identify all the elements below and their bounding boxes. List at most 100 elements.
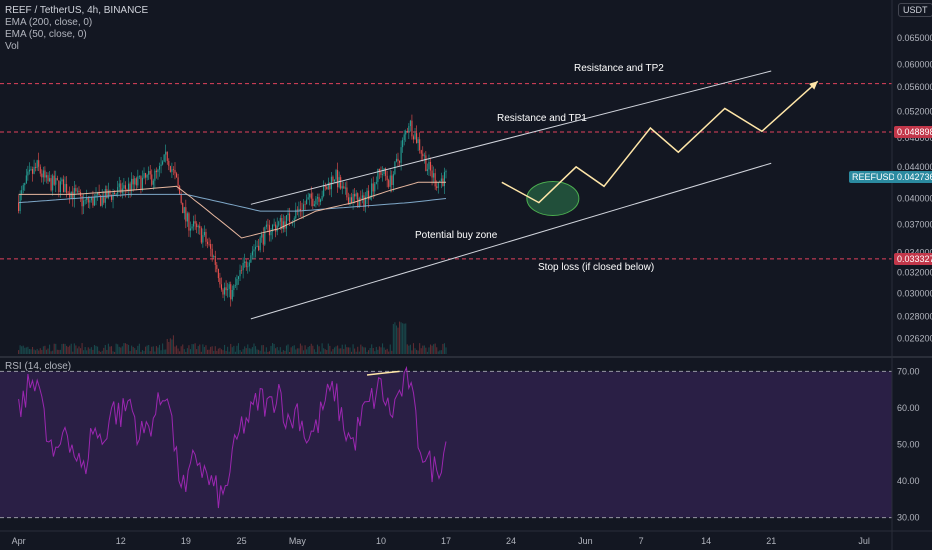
projection-arrowhead <box>809 81 818 90</box>
rsi-axis[interactable]: 70.00 60.00 50.00 40.00 30.00 <box>897 366 920 522</box>
candle-body <box>50 178 52 191</box>
candle-body <box>360 198 362 199</box>
volume-bar <box>67 346 69 354</box>
price-tag-resistance[interactable]: 0.048898 <box>894 126 932 139</box>
candle-body <box>210 244 212 249</box>
volume-bar <box>261 345 263 354</box>
candle-body <box>28 169 30 172</box>
volume-bar <box>185 351 187 354</box>
volume-bar <box>433 344 435 354</box>
volume-bar <box>360 344 362 354</box>
candle-body <box>349 197 351 205</box>
volume-bar <box>59 349 61 354</box>
volume-bar <box>216 350 218 354</box>
volume-bar <box>64 343 66 354</box>
time-tick-label: 25 <box>237 536 247 546</box>
projection-path[interactable] <box>501 80 819 204</box>
candle-body <box>327 182 329 190</box>
volume-bar <box>402 323 404 354</box>
rsi-legend[interactable]: RSI (14, close) <box>5 361 72 372</box>
volume-bar <box>321 343 323 354</box>
candle-body <box>193 221 195 227</box>
volume-bar <box>346 347 348 354</box>
candle-body <box>42 170 44 178</box>
candle-body <box>55 178 57 185</box>
volume-bar <box>110 346 113 354</box>
candle-body <box>434 173 436 187</box>
volume-bar <box>237 343 240 354</box>
candle-body <box>381 174 384 175</box>
price-tag-stop-loss[interactable]: 0.033327 <box>894 252 932 265</box>
volume-bar <box>292 346 294 354</box>
candle-body <box>439 181 441 183</box>
candle-body <box>231 289 233 300</box>
candle-body <box>179 185 181 195</box>
candle-body <box>344 187 346 189</box>
candle-body <box>118 183 120 188</box>
time-tick-label: Jun <box>578 536 593 546</box>
volume-bar <box>138 343 140 354</box>
volume-bar <box>61 343 63 354</box>
candle-body <box>368 190 370 200</box>
channel-upper-line[interactable] <box>250 70 772 205</box>
volume-bar <box>217 348 219 354</box>
candle-body <box>87 197 89 203</box>
currency-button[interactable]: USDT <box>898 3 932 17</box>
channel-lower-line[interactable] <box>250 162 772 320</box>
candle-body <box>281 217 283 229</box>
price-axis[interactable]: 0.065000 0.060000 0.056000 0.052000 0.048000… <box>897 33 932 344</box>
candle-body <box>100 195 102 206</box>
volume-bar <box>383 347 385 354</box>
rsi-line <box>18 365 447 509</box>
candle-body <box>41 173 43 178</box>
volume-bar <box>409 344 411 354</box>
volume-bar <box>289 351 291 354</box>
ema50-legend[interactable]: EMA (50, close, 0) <box>5 29 87 40</box>
volume-bar <box>276 347 278 354</box>
candle-body <box>89 200 91 203</box>
ema200-legend[interactable]: EMA (200, close, 0) <box>5 17 93 28</box>
volume-legend[interactable]: Vol <box>5 41 19 52</box>
rsi-divergence-line[interactable] <box>366 370 400 376</box>
candle-body <box>298 208 300 211</box>
candle-body <box>234 285 236 286</box>
volume-bar <box>224 344 226 354</box>
volume-bar <box>49 344 51 354</box>
candle-body <box>411 120 413 137</box>
time-tick-label: 17 <box>441 536 451 546</box>
volume-bar <box>242 349 244 354</box>
candle-body <box>98 192 100 196</box>
volume-bar <box>121 346 123 354</box>
candle-body <box>219 278 221 285</box>
volume-bar <box>27 346 29 354</box>
volume-bar <box>412 343 415 354</box>
volume-bar <box>327 343 329 354</box>
candle-body <box>186 213 188 222</box>
candle-body <box>245 261 247 268</box>
volume-bar <box>75 345 77 354</box>
volume-bar <box>313 349 315 354</box>
symbol-price-label[interactable]: REEFUSDT <box>849 170 904 183</box>
candle-body <box>354 194 356 197</box>
volume-bar <box>118 346 120 354</box>
candle-body <box>64 184 66 193</box>
volume-bar <box>295 349 297 354</box>
time-axis[interactable]: Apr 12 19 25 May 10 17 24 Jun 7 14 21 Jul <box>12 536 870 546</box>
volume-bar <box>197 346 199 354</box>
candle-body <box>372 183 374 192</box>
last-price-tag[interactable]: 0.042736 <box>894 170 932 183</box>
volume-bar <box>324 349 326 354</box>
buy-zone-ellipse[interactable] <box>526 180 580 216</box>
candle-body <box>106 189 108 199</box>
volume-bar <box>293 345 295 354</box>
symbol-title[interactable]: REEF / TetherUS, 4h, BINANCE <box>5 5 149 16</box>
price-tick-label: 0.037000 <box>897 219 932 229</box>
candle-body <box>59 181 61 193</box>
volume-bar <box>330 351 332 354</box>
candle-body <box>383 168 385 175</box>
candle-body <box>313 204 315 206</box>
rsi-band <box>0 371 892 518</box>
volume-bar <box>350 351 353 354</box>
candle-body <box>388 180 390 187</box>
